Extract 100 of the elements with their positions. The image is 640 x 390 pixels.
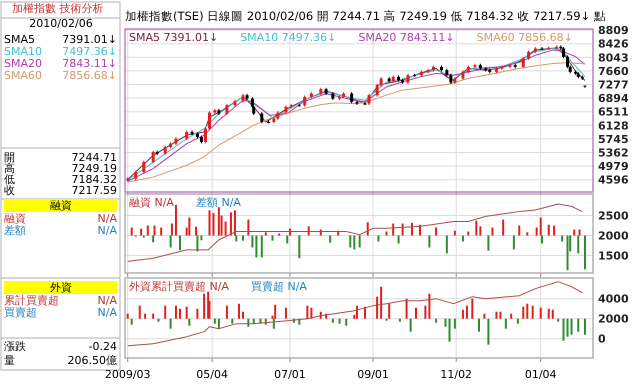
bar — [462, 235, 464, 242]
annotation: 買賣超 N/A — [250, 280, 308, 293]
candlestick — [380, 76, 383, 88]
bar — [548, 308, 550, 319]
bar — [566, 235, 569, 270]
bar — [226, 306, 228, 319]
bar — [392, 224, 394, 236]
annotation: 差額 N/A — [196, 196, 242, 209]
candlestick — [350, 92, 354, 104]
bar — [154, 226, 156, 236]
y-tick-label: 6511 — [598, 106, 629, 119]
bar — [188, 218, 190, 236]
bar — [548, 224, 550, 236]
y-tick-label: 5745 — [598, 132, 629, 146]
y-tick-label: 8426 — [598, 38, 629, 51]
candlestick — [142, 160, 146, 174]
bar — [435, 318, 438, 323]
bar — [170, 235, 172, 248]
bar — [377, 235, 380, 242]
bar — [462, 310, 464, 319]
bar — [286, 235, 288, 244]
bar — [242, 312, 244, 319]
bar — [212, 213, 215, 236]
bar — [552, 310, 554, 319]
bar — [584, 235, 586, 270]
bar — [146, 226, 149, 236]
candlestick — [185, 130, 188, 141]
y-tick-label: 1500 — [598, 249, 629, 262]
y-tick-label: 7660 — [598, 64, 629, 78]
text: 7843.11↓ — [62, 57, 117, 70]
text: SMA5 — [4, 33, 35, 46]
text: 7244.71 — [72, 151, 117, 164]
bar — [272, 318, 275, 329]
text: 漲跌 — [4, 340, 26, 353]
candlestick — [225, 103, 228, 116]
bar — [454, 318, 456, 329]
bar — [478, 318, 480, 332]
bar — [298, 235, 300, 258]
bar — [510, 314, 512, 319]
bar — [385, 232, 388, 236]
y-tick-label: 6128 — [598, 119, 629, 132]
bar — [495, 312, 498, 319]
bar — [260, 235, 263, 258]
bar — [140, 228, 142, 236]
text: 融資 — [50, 199, 72, 212]
bar — [388, 304, 390, 319]
bar — [247, 220, 250, 236]
candlestick — [368, 93, 371, 106]
bar — [526, 232, 528, 236]
bar — [126, 314, 129, 319]
bar — [356, 306, 358, 319]
bar — [512, 235, 515, 250]
bar — [284, 308, 287, 319]
candlestick — [134, 170, 138, 181]
bar — [174, 306, 177, 319]
bar — [158, 318, 160, 322]
bar — [208, 210, 210, 236]
y-tick-label: 4000 — [598, 292, 629, 306]
x-tick-label: 09/01 — [357, 368, 389, 381]
bar — [487, 235, 490, 251]
bar — [532, 306, 534, 319]
y-tick-label: 2500 — [598, 210, 629, 223]
bar — [428, 294, 430, 319]
y-tick-label: 2000 — [598, 229, 629, 242]
bar — [358, 235, 361, 248]
bar — [234, 210, 236, 236]
bar — [338, 318, 341, 324]
candlestick — [527, 50, 530, 60]
bar — [306, 306, 308, 319]
y-tick-label: 4596 — [598, 174, 629, 187]
bar — [329, 235, 332, 243]
bar — [454, 230, 456, 236]
x-tick-label: 01/04 — [524, 368, 557, 381]
line-series — [127, 281, 583, 346]
bar — [255, 235, 258, 258]
bar — [178, 308, 181, 319]
bar — [553, 226, 556, 236]
bar — [130, 318, 133, 325]
text: N/A — [98, 212, 118, 225]
bar — [230, 212, 232, 236]
y-tick-label: 6894 — [598, 92, 629, 106]
bar — [218, 207, 220, 236]
text: N/A — [98, 306, 118, 319]
text: SMA20 — [4, 57, 42, 70]
y-tick-label: 7277 — [598, 78, 629, 92]
bar — [130, 228, 133, 236]
bar — [174, 204, 177, 236]
bar — [144, 314, 146, 319]
bar — [483, 314, 486, 319]
bar — [272, 235, 274, 241]
bar — [345, 318, 348, 326]
bar — [541, 235, 544, 244]
x-tick-label: 07/01 — [274, 368, 306, 381]
bar — [577, 235, 580, 254]
text: 加權指數 技術分析 — [12, 2, 104, 15]
bar — [566, 318, 569, 337]
bar — [152, 235, 154, 242]
bar — [332, 318, 334, 323]
bar — [424, 306, 426, 319]
bar — [479, 226, 482, 236]
